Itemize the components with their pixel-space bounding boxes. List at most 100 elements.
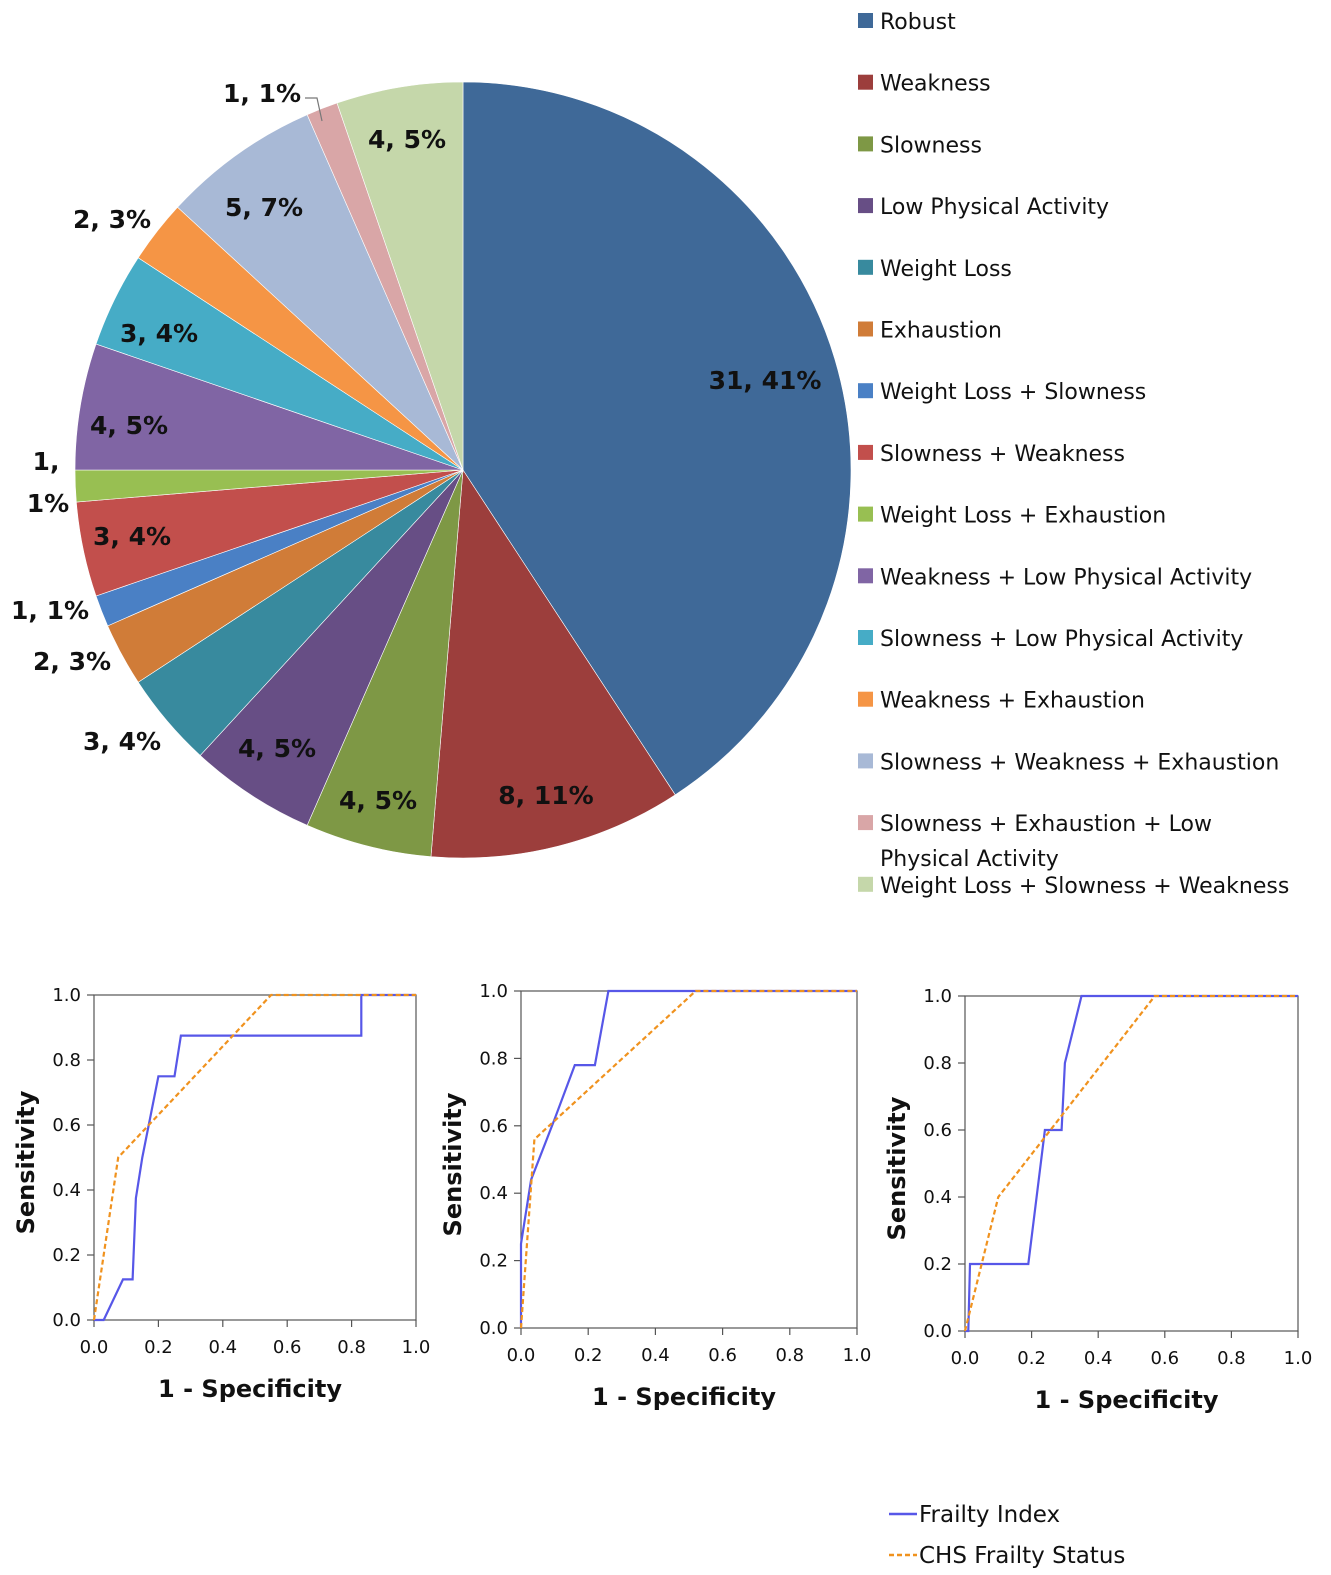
y-tick-label: 0.0 [479, 1318, 508, 1339]
pie-data-label: 1, 1% [11, 596, 89, 625]
pie-data-label: 4, 5% [238, 734, 316, 763]
legend-swatch [858, 259, 873, 275]
legend-label: Weight Loss + Exhaustion [880, 504, 1166, 529]
x-tick-label: 0.0 [951, 1348, 980, 1369]
x-tick-label: 1.0 [402, 1337, 431, 1358]
x-tick-label: 0.8 [775, 1345, 804, 1366]
legend-swatch [858, 444, 873, 460]
pie-legend-item: Slowness [858, 133, 982, 158]
y-tick-label: 0.6 [923, 1120, 952, 1141]
roc-chart-3: 0.0 0.0 0.2 0.2 0.4 0.4 0.6 0.6 0.8 0.8 1.0 1.0 1 - … [883, 986, 1312, 1414]
pie-legend-item: Weight Loss + Slowness + Weakness [858, 874, 1289, 899]
x-tick-label: 0.4 [641, 1345, 670, 1366]
legend-swatch [858, 753, 873, 769]
legend-swatch [858, 13, 873, 28]
x-axis-title: 1 - Specificity [1035, 1386, 1219, 1414]
x-tick-label: 0.6 [1150, 1348, 1179, 1369]
x-axis-title: 1 - Specificity [592, 1383, 776, 1411]
roc-line-chs-frailty-status [519, 989, 857, 1329]
x-tick-label: 0.0 [80, 1337, 109, 1358]
pie-legend-item: Low Physical Activity [858, 195, 1109, 220]
pie-data-label: 3, 4% [120, 319, 198, 348]
y-tick-label: 0.4 [923, 1187, 952, 1208]
legend-swatch [858, 136, 873, 152]
roc-line-frailty-index [965, 994, 1298, 1333]
legend-label: Weight Loss [880, 257, 1012, 282]
y-axis-title: Sensitivity [883, 1096, 911, 1240]
y-tick-label: 0.2 [923, 1254, 952, 1275]
pie-data-label: 4, 5% [339, 786, 417, 815]
pie-legend-item: Weight Loss + Exhaustion [858, 504, 1166, 529]
roc-legend-label: CHS Frailty Status [919, 1543, 1125, 1569]
y-tick-label: 0.8 [479, 1048, 508, 1069]
plot-frame [520, 990, 858, 1329]
y-tick-label: 0.2 [479, 1251, 508, 1272]
pie-slice-weight-loss-slowness-weakness [336, 81, 464, 471]
pie-legend-item: Slowness + Exhaustion + Low Physical Acti… [858, 812, 1212, 872]
roc-line-chs-frailty-status [92, 993, 416, 1321]
pie-data-label: 31, 41% [709, 366, 822, 395]
pie-legend-item: Weakness + Exhaustion [858, 689, 1145, 714]
pie-legend-item: Exhaustion [858, 319, 1002, 344]
roc-legend: Frailty Index CHS Frailty Status [889, 1502, 1125, 1569]
y-tick-label: 0.6 [479, 1116, 508, 1137]
pie-data-label: 2, 3% [73, 205, 151, 234]
pie-legend-item: Slowness + Low Physical Activity [858, 627, 1243, 652]
legend-swatch [858, 815, 873, 831]
pie-data-label: 2, 3% [33, 647, 111, 676]
x-tick-label: 0.2 [1017, 1348, 1046, 1369]
legend-swatch [858, 568, 873, 584]
y-tick-label: 1.0 [923, 986, 952, 1007]
pie-data-label: 1, 1% [223, 79, 301, 108]
legend-label: Robust [880, 10, 956, 35]
x-tick-label: 0.4 [208, 1337, 237, 1358]
legend-label: Weakness [880, 72, 991, 97]
y-tick-label: 0.6 [52, 1115, 81, 1136]
y-tick-label: 0.8 [52, 1050, 81, 1071]
pie-legend-item: Robust [858, 10, 956, 35]
legend-label: Weakness + Exhaustion [880, 689, 1145, 714]
pie-legend-item: Weakness [858, 72, 991, 97]
y-tick-label: 0.4 [52, 1180, 81, 1201]
x-tick-label: 1.0 [1284, 1348, 1313, 1369]
plot-frame [93, 994, 417, 1321]
legend-swatch [858, 74, 873, 90]
legend-swatch [858, 876, 873, 892]
roc-line-frailty-index [94, 993, 416, 1322]
legend-label: Slowness + Low Physical Activity [880, 627, 1243, 652]
pie-legend-item: Weight Loss [858, 257, 1012, 282]
legend-label: Weight Loss + Slowness [880, 380, 1146, 405]
pie-chart: 31, 41% 8, 11% 4, 5% 4, 5% 3, 4% 2, 3% 1, 1% 3,… [11, 79, 852, 859]
pie-legend-item: Weight Loss + Slowness [858, 380, 1146, 405]
y-tick-label: 0.0 [52, 1310, 81, 1331]
pie-legend-item: Slowness + Weakness + Exhaustion [858, 750, 1279, 775]
roc-line-frailty-index [519, 989, 857, 1328]
legend-label: Slowness + Exhaustion + Low Physical Acti… [880, 812, 1212, 872]
x-tick-label: 0.0 [507, 1345, 536, 1366]
pie-data-label: 3, 4% [93, 522, 171, 551]
pie-leader-line [305, 97, 323, 122]
y-tick-label: 0.0 [923, 1321, 952, 1342]
legend-swatch [858, 691, 873, 707]
pie-data-label: 4, 5% [368, 125, 446, 154]
y-axis-title: Sensitivity [12, 1090, 40, 1234]
pie-data-label: 5, 7% [225, 193, 303, 222]
legend-label: Exhaustion [880, 319, 1002, 344]
roc-chart-1: 0.0 0.0 0.2 0.2 0.4 0.4 0.6 0.6 0.8 0.8 1.0 1.0 1 - … [12, 985, 430, 1403]
roc-legend-label: Frailty Index [919, 1502, 1060, 1528]
legend-swatch [858, 198, 873, 214]
y-tick-label: 0.8 [923, 1053, 952, 1074]
pie-slice-robust [462, 81, 852, 796]
legend-swatch [858, 321, 873, 337]
x-tick-label: 0.6 [273, 1337, 302, 1358]
legend-label: Slowness + Weakness [880, 442, 1125, 467]
x-tick-label: 0.2 [144, 1337, 173, 1358]
roc-legend-item: Frailty Index [889, 1502, 1060, 1528]
y-tick-label: 1.0 [52, 985, 81, 1006]
pie-data-label: 4, 5% [90, 411, 168, 440]
legend-label: Weakness + Low Physical Activity [880, 565, 1252, 590]
legend-label: Low Physical Activity [880, 195, 1109, 220]
roc-line-chs-frailty-status [963, 994, 1298, 1332]
y-tick-label: 0.4 [479, 1183, 508, 1204]
